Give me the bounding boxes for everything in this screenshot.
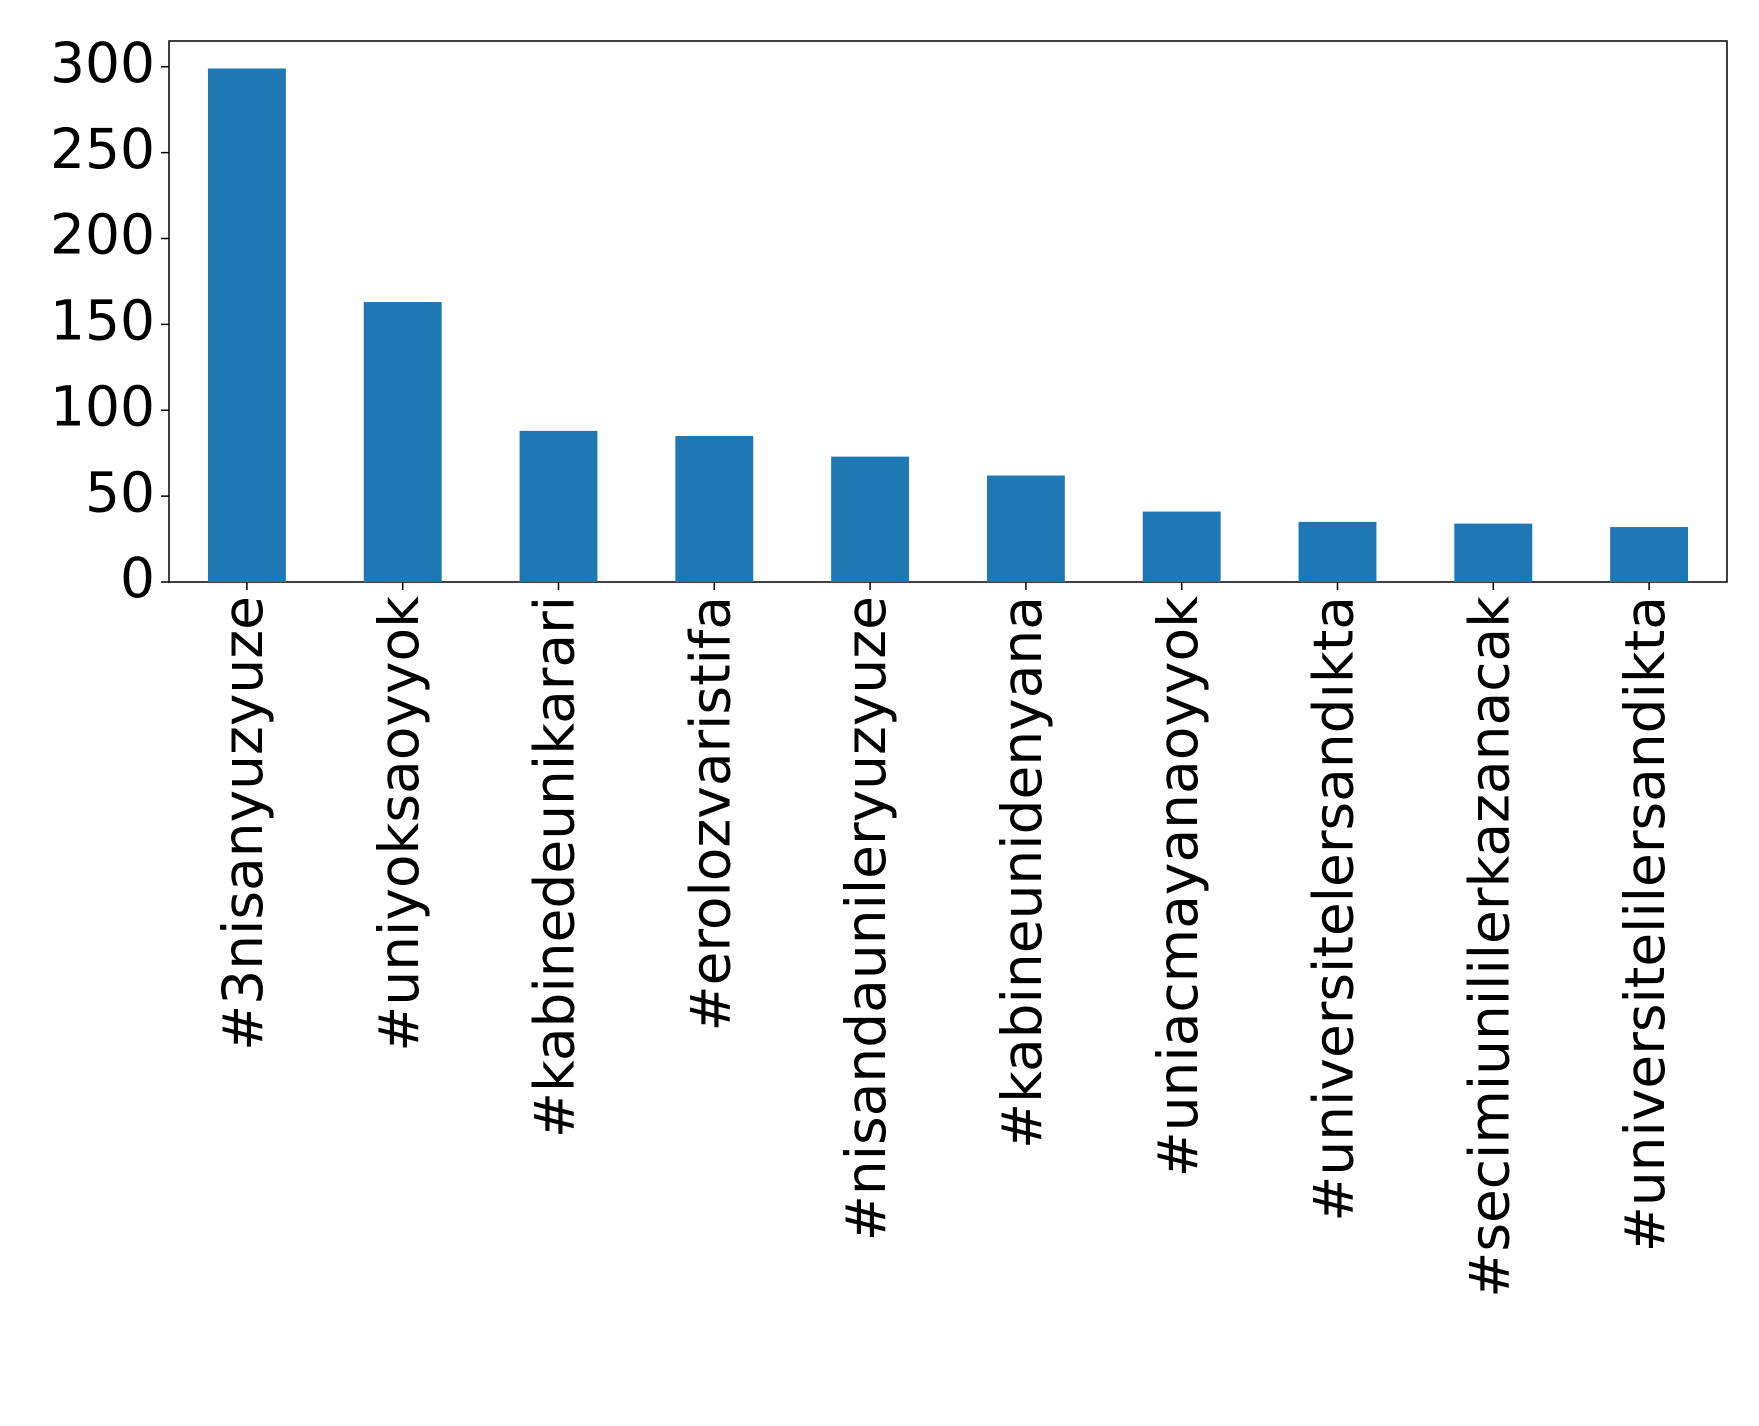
- bar: [1454, 523, 1533, 582]
- x-tick-label: #erolozvaristifa: [678, 596, 742, 1031]
- x-tick-label: #uniyoksaoyyok: [367, 596, 431, 1052]
- y-tick-label: 0: [120, 546, 155, 610]
- x-tick-label: #uniacmayanaoyyok: [1146, 596, 1210, 1178]
- y-tick-label: 300: [50, 31, 155, 95]
- bar: [986, 475, 1065, 582]
- bar: [1610, 527, 1689, 582]
- bar: [363, 302, 442, 582]
- y-tick-label: 150: [50, 289, 155, 353]
- y-tick-label: 50: [85, 460, 155, 524]
- y-tick-label: 100: [50, 374, 155, 438]
- x-tick-label: #kabinedeunikarari: [523, 596, 587, 1138]
- bar: [207, 68, 286, 582]
- bar: [1298, 521, 1377, 582]
- x-tick-label: #3nisanyuzyuze: [211, 596, 275, 1051]
- x-tick-label: #nisandaunileryuzyuze: [834, 596, 898, 1241]
- bar: [675, 436, 754, 582]
- x-tick-label: #kabineunidenyana: [990, 596, 1054, 1149]
- x-tick-label: #universitelilersandikta: [1613, 596, 1677, 1252]
- bar: [1142, 511, 1221, 582]
- y-tick-label: 250: [50, 117, 155, 181]
- y-tick-label: 200: [50, 203, 155, 267]
- bar: [831, 456, 910, 582]
- x-tick-label: #secimiunililerkazanacak: [1457, 596, 1521, 1298]
- bar: [519, 430, 598, 582]
- plot-frame: [168, 40, 1728, 583]
- x-tick-label: #universitelersandıkta: [1302, 596, 1366, 1222]
